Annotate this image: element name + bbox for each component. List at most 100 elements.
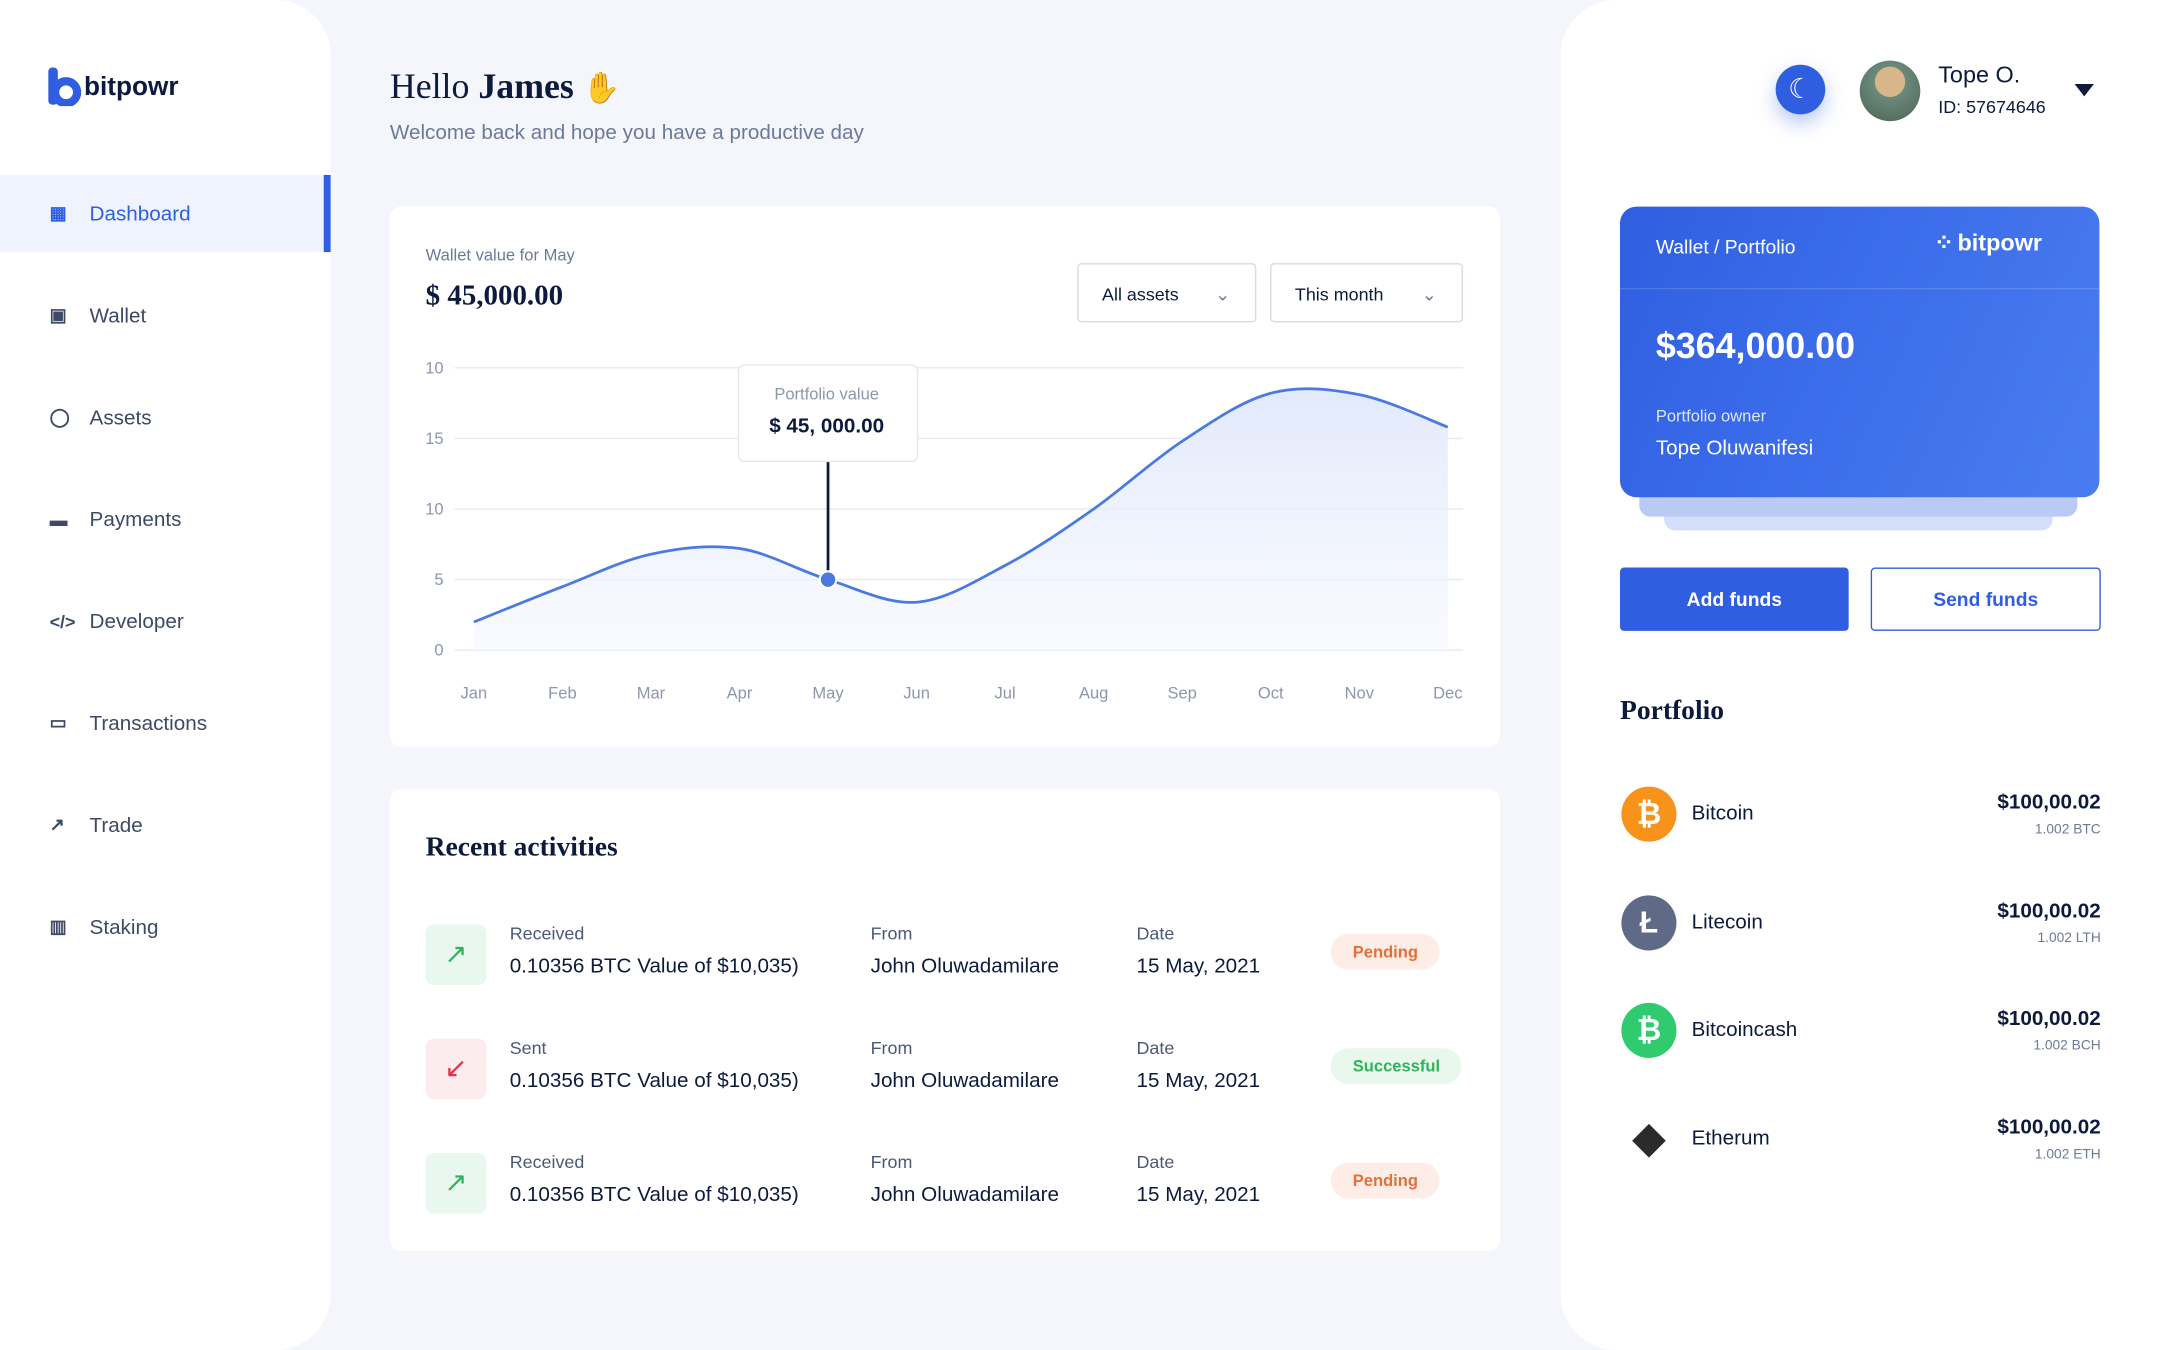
asset-value: $100,00.02 — [1997, 898, 2101, 923]
y-tick-label: 10 — [425, 500, 443, 519]
tooltip-value: $ 45, 000.00 — [769, 415, 884, 438]
nav-item[interactable]: ▣ Wallet — [50, 302, 147, 330]
from-label: From — [870, 1037, 913, 1058]
brand: bitpowr — [84, 73, 179, 102]
portfolio-title: Portfolio — [1619, 695, 1725, 726]
x-tick-label: Dec — [1433, 683, 1462, 702]
type: Received — [509, 922, 585, 944]
subtitle: Welcome back and hope you have a product… — [389, 121, 864, 145]
type: Sent — [509, 1037, 547, 1058]
from: John Oluwadamilare — [870, 1068, 1059, 1093]
amount: 0.10356 BTC Value of $10,035) — [509, 1183, 799, 1207]
owner-label: Portfolio owner — [1655, 406, 1767, 426]
user-menu-caret[interactable] — [2074, 84, 2094, 97]
status-pill: Pending — [1330, 933, 1441, 970]
nav-item[interactable]: ▥ Staking — [50, 913, 159, 941]
chevron: ⌄ — [1421, 283, 1437, 305]
nav-label: Developer — [89, 609, 184, 633]
date-label: Date — [1136, 922, 1175, 944]
nav-item[interactable]: ▦ Dashboard — [50, 200, 191, 228]
send-funds-button[interactable]: Send funds — [1870, 567, 2101, 631]
y-tick-label: 0 — [434, 641, 443, 660]
avatar — [1859, 60, 1921, 122]
amount: 0.10356 BTC Value of $10,035) — [509, 954, 799, 979]
nav-icon: ▣ — [49, 304, 67, 326]
tooltip — [737, 364, 919, 463]
chart-label: Wallet value for May — [425, 245, 575, 265]
asset-value: $100,00.02 — [1997, 1006, 2101, 1031]
user-first-name: James — [478, 66, 574, 107]
y-tick-label: 10 — [425, 358, 443, 377]
from: John Oluwadamilare — [870, 1183, 1059, 1207]
user-id: ID: 57674646 — [1938, 96, 2046, 118]
asset-name: Bitcoincash — [1691, 1018, 1798, 1042]
asset-value: $100,00.02 — [1997, 790, 2101, 815]
active-nav-bar — [323, 174, 331, 253]
line — [473, 387, 1449, 624]
x-tick-label: Nov — [1345, 683, 1375, 702]
asset-filter-label: All assets — [1102, 283, 1179, 305]
period-filter[interactable]: This month ⌄ — [1270, 263, 1463, 323]
direction-icon: ↙ — [425, 1038, 487, 1100]
asset-name: Bitcoin — [1691, 801, 1754, 826]
coin-icon: ₿ — [1621, 1002, 1677, 1058]
asset-filter[interactable]: All assets ⌄ — [1077, 263, 1257, 323]
asset-amount: 1.002 BTC — [2034, 822, 2101, 838]
nav-item[interactable]: </> Developer — [50, 608, 184, 636]
x-tick-label: Aug — [1079, 683, 1108, 702]
x-tick-label: Feb — [548, 683, 576, 702]
from-label: From — [870, 922, 913, 944]
date: 15 May, 2021 — [1136, 1068, 1261, 1093]
x-tick-label: May — [812, 683, 844, 702]
amount: 0.10356 BTC Value of $10,035) — [509, 1068, 799, 1093]
nav-label: Trade — [89, 813, 143, 837]
highlight-point — [818, 570, 838, 589]
nav-label: Dashboard — [89, 201, 191, 226]
nav-icon: ↗ — [49, 814, 65, 835]
right-panel: ☾ Tope O. ID: 57674646 Wallet / Portfoli… — [1560, 0, 2160, 1350]
asset-amount: 1.002 BCH — [2033, 1038, 2101, 1054]
owner-name: Tope Oluwanifesi — [1655, 436, 1814, 461]
asset-name: Etherum — [1691, 1126, 1770, 1150]
wallet-balance: $364,000.00 — [1655, 325, 1856, 367]
brand-dots: ⁘ — [1934, 230, 1954, 257]
activities-card: Recent activities ↗ Received 0.10356 BTC V… — [389, 789, 1501, 1251]
nav-item[interactable]: ↗ Trade — [50, 811, 143, 839]
nav-item[interactable]: ◯ Assets — [50, 404, 152, 432]
date-label: Date — [1136, 1037, 1175, 1058]
theme-toggle[interactable]: ☾ — [1775, 64, 1826, 115]
period-filter-label: This month — [1294, 283, 1384, 305]
status-pill: Pending — [1330, 1162, 1441, 1199]
x-tick-label: Jan — [461, 683, 488, 702]
nav-icon: ▬ — [49, 509, 68, 530]
asset-value: $100,00.02 — [1997, 1115, 2101, 1139]
status-pill: Successful — [1330, 1048, 1463, 1085]
date: 15 May, 2021 — [1136, 1183, 1261, 1207]
wallet-card: Wallet / Portfolio ⁘ bitpowr $364,000.00… — [1619, 206, 2100, 498]
direction-icon: ↗ — [425, 924, 487, 985]
tooltip-title: Portfolio value — [774, 384, 879, 403]
wallet-brand-text: bitpowr — [1957, 230, 2043, 257]
user-name: Tope O. — [1938, 61, 2021, 89]
date: 15 May, 2021 — [1136, 954, 1261, 979]
nav-item[interactable]: ▭ Transactions — [50, 709, 207, 737]
nav-item[interactable]: ▬ Payments — [50, 506, 182, 534]
nav-icon: ▥ — [49, 916, 67, 937]
wallet-brand: ⁘ bitpowr — [1934, 230, 2042, 258]
from: John Oluwadamilare — [870, 954, 1059, 979]
nav-label: Payments — [89, 507, 182, 532]
coin-icon: ₿ — [1621, 786, 1677, 842]
add-funds-button[interactable]: Add funds — [1619, 567, 1849, 631]
chevron: ⌄ — [1215, 283, 1231, 305]
sidebar: bitpowr ▦ Dashboard ▣ Wallet ◯ Assets ▬ Payment… — [0, 0, 331, 1350]
chart-total: $ 45,000.00 — [425, 278, 564, 312]
from-label: From — [870, 1151, 913, 1173]
x-tick-label: Jun — [903, 683, 930, 702]
logo-icon — [48, 67, 82, 107]
nav-label: Wallet — [89, 303, 147, 328]
activities-title: Recent activities — [425, 832, 618, 863]
x-tick-label: Sep — [1167, 683, 1196, 702]
asset-amount: 1.002 LTH — [2037, 930, 2101, 946]
